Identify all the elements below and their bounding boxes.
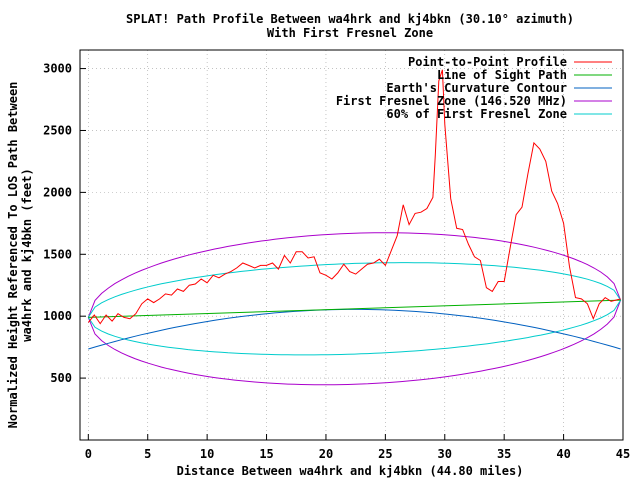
terrain-profile-line bbox=[87, 69, 621, 325]
y-tick-label: 500 bbox=[50, 371, 72, 385]
y-axis-label-group: Normalized Height Referenced To LOS Path… bbox=[6, 82, 34, 429]
chart-subtitle: With First Fresnel Zone bbox=[267, 26, 433, 40]
legend-label: First Fresnel Zone (146.520 MHz) bbox=[336, 94, 567, 108]
y-tick-label: 1000 bbox=[43, 309, 72, 323]
y-tick-label: 1500 bbox=[43, 247, 72, 261]
x-tick-label: 5 bbox=[144, 447, 151, 461]
y-tick-label: 2000 bbox=[43, 185, 72, 199]
x-tick-label: 15 bbox=[259, 447, 273, 461]
legend-label: Earth's Curvature Contour bbox=[386, 81, 567, 95]
x-tick-label: 35 bbox=[497, 447, 511, 461]
x-tick-label: 0 bbox=[85, 447, 92, 461]
line-of-sight-line bbox=[88, 299, 621, 318]
y-axis-label-line2: wa4hrk and kj4bkn (feet) bbox=[20, 168, 34, 341]
x-tick-label: 30 bbox=[438, 447, 452, 461]
legend-label: Line of Sight Path bbox=[437, 68, 567, 82]
legend-label: Point-to-Point Profile bbox=[408, 55, 567, 69]
x-tick-label: 20 bbox=[319, 447, 333, 461]
series-layer bbox=[87, 69, 622, 386]
y-tick-label: 3000 bbox=[43, 62, 72, 76]
x-tick-label: 45 bbox=[616, 447, 630, 461]
x-axis-label: Distance Between wa4hrk and kj4bkn (44.8… bbox=[177, 464, 524, 478]
plot-frame bbox=[79, 49, 624, 441]
x-tick-label: 10 bbox=[200, 447, 214, 461]
x-tick-label: 40 bbox=[556, 447, 570, 461]
earth-curvature-line bbox=[88, 308, 621, 350]
y-axis-label-line1: Normalized Height Referenced To LOS Path… bbox=[6, 82, 20, 429]
y-tick-label: 2500 bbox=[43, 123, 72, 137]
x-tick-label: 25 bbox=[378, 447, 392, 461]
chart-title: SPLAT! Path Profile Between wa4hrk and k… bbox=[126, 12, 574, 26]
axis-ticks: 0 5 10 15 20 25 30 35 40 45 500 1000 1500 2000 2500 300… bbox=[43, 62, 630, 461]
legend-label: 60% of First Fresnel Zone bbox=[386, 107, 567, 121]
